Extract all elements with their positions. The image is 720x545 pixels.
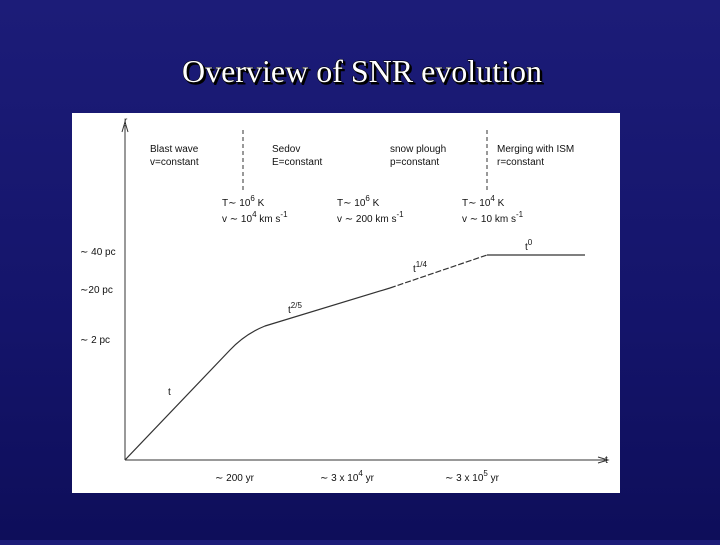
estimate-sup: -1 (516, 210, 524, 219)
x-label: ∼ 3 x 105 yr (445, 469, 500, 484)
estimate-text: v ∼ 10 km s (462, 214, 516, 225)
estimate: v ∼ 10 km s-1 (462, 210, 524, 225)
estimate-sup: -1 (397, 210, 405, 219)
x-label-sup: 5 (483, 469, 488, 478)
curve-label: t0 (525, 238, 533, 253)
curve-label-text: t (168, 387, 171, 398)
phase-name: Blast wave (150, 144, 199, 155)
y-label: ∼ 40 pc (80, 247, 116, 258)
x-label-text: ∼ 3 x 10 (445, 473, 484, 484)
axes (121, 120, 610, 464)
slide-title: Overview of SNR evolution (182, 53, 542, 89)
estimate-text: K (495, 198, 505, 209)
estimate-text: T∼ 10 (462, 198, 491, 209)
curve-label: t (168, 387, 171, 398)
estimate-sup: 6 (365, 194, 370, 203)
curve-label-text: t (525, 242, 528, 253)
y-axis-label: r (124, 116, 128, 127)
estimate-sup: -1 (280, 210, 288, 219)
estimate-sup: 4 (252, 210, 257, 219)
curve-label-sup: 1/4 (416, 260, 428, 269)
x-label-text: ∼ 200 yr (215, 473, 255, 484)
estimate: T∼ 106 K (222, 194, 265, 209)
curve-label-text: t (288, 305, 291, 316)
x-label: ∼ 3 x 104 yr (320, 469, 375, 484)
y-label: ∼ 2 pc (80, 335, 110, 346)
phase-condition: r=constant (497, 157, 544, 168)
estimate: T∼ 104 K (462, 194, 505, 209)
estimate: v ∼ 200 km s-1 (337, 210, 404, 225)
curve-label-sup: 0 (528, 238, 533, 247)
x-axis-label: t (605, 455, 608, 466)
x-label-text: yr (363, 473, 375, 484)
curve-label: t2/5 (288, 301, 302, 316)
estimate-text: v ∼ 10 (222, 214, 252, 225)
estimate-text: v ∼ 200 km s (337, 214, 397, 225)
x-label-text: yr (488, 473, 500, 484)
curve-label-text: t (413, 264, 416, 275)
estimate-text: K (255, 198, 265, 209)
estimate-sup: 6 (250, 194, 255, 203)
estimate-text: T∼ 10 (222, 198, 251, 209)
y-label: ∼20 pc (80, 285, 113, 296)
x-label-text: ∼ 3 x 10 (320, 473, 359, 484)
phase-name: snow plough (390, 144, 446, 155)
curve-label-sup: 2/5 (291, 301, 303, 310)
figure-panel (72, 113, 620, 493)
estimate-text: T∼ 10 (337, 198, 366, 209)
phase-condition: p=constant (390, 157, 439, 168)
estimate-text: km s (257, 214, 281, 225)
estimate-sup: 4 (490, 194, 495, 203)
estimate: v ∼ 104 km s-1 (222, 210, 288, 225)
x-label-sup: 4 (358, 469, 363, 478)
estimate: T∼ 106 K (337, 194, 380, 209)
phase-condition: E=constant (272, 157, 323, 168)
curve-label: t1/4 (413, 260, 427, 275)
estimate-text: K (370, 198, 380, 209)
phase-name: Sedov (272, 144, 300, 155)
phase-name: Merging with ISM (497, 144, 574, 155)
x-label: ∼ 200 yr (215, 473, 255, 484)
phase-condition: v=constant (150, 157, 199, 168)
